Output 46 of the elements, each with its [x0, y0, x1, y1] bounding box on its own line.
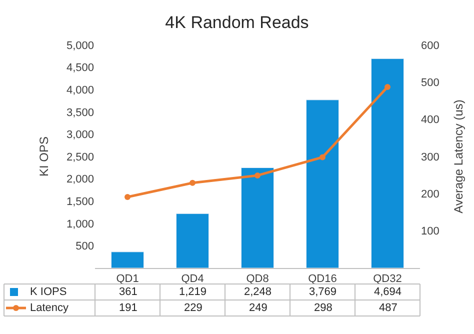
y2-tick-label: 100: [421, 226, 440, 238]
data-label: 249: [249, 302, 268, 314]
y-tick-label: 3,000: [66, 129, 94, 142]
point: [124, 194, 130, 200]
point: [384, 84, 390, 90]
y-tick-label: 4,000: [66, 84, 94, 96]
legend-label: K IOPS: [30, 286, 67, 298]
chart-title: 4K Random Reads: [165, 12, 309, 32]
point: [190, 180, 196, 186]
x-tick-label: QD4: [181, 273, 204, 286]
data-label: 191: [119, 302, 138, 314]
bar: [371, 58, 404, 268]
data-label: 2,248: [244, 286, 272, 298]
data-label: 229: [184, 302, 202, 314]
y2-tick-label: 500: [421, 77, 440, 90]
y-tick-label: 3,500: [66, 106, 94, 119]
y-tick-label: 2,000: [66, 174, 94, 186]
y2-axis-title: Average Latency (us): [451, 100, 466, 214]
x-tick-label: QD8: [246, 273, 269, 286]
data-label: 3,769: [309, 286, 337, 298]
y2-tick-label: 400: [421, 114, 440, 126]
bar: [176, 213, 209, 268]
data-label: 1,219: [179, 286, 207, 298]
y2-tick-label: 600: [421, 40, 440, 52]
y-tick-label: 1,500: [66, 196, 94, 208]
y2-tick-label: 200: [421, 188, 440, 201]
x-tick-label: QD1: [116, 273, 139, 286]
y-tick-label: 1,000: [66, 218, 94, 230]
y-tick-label: 4,500: [66, 62, 94, 74]
bar: [241, 167, 274, 268]
bar: [111, 252, 144, 268]
x-tick-label: QD16: [308, 273, 337, 286]
y-tick-label: 5,000: [66, 40, 94, 52]
point: [320, 154, 326, 160]
y2-tick-label: 300: [421, 151, 440, 164]
y-tick-label: 500: [76, 240, 94, 253]
x-tick-label: QD32: [373, 273, 402, 286]
y-axis-title: KI OPS: [36, 136, 51, 177]
data-label: 361: [119, 286, 138, 298]
point: [254, 172, 260, 178]
y-tick-label: 2,500: [66, 151, 94, 164]
data-label: 487: [379, 302, 398, 314]
bar: [306, 100, 339, 268]
data-label: 298: [314, 302, 332, 314]
data-label: 4,694: [374, 286, 402, 298]
legend-label: Latency: [30, 302, 70, 314]
